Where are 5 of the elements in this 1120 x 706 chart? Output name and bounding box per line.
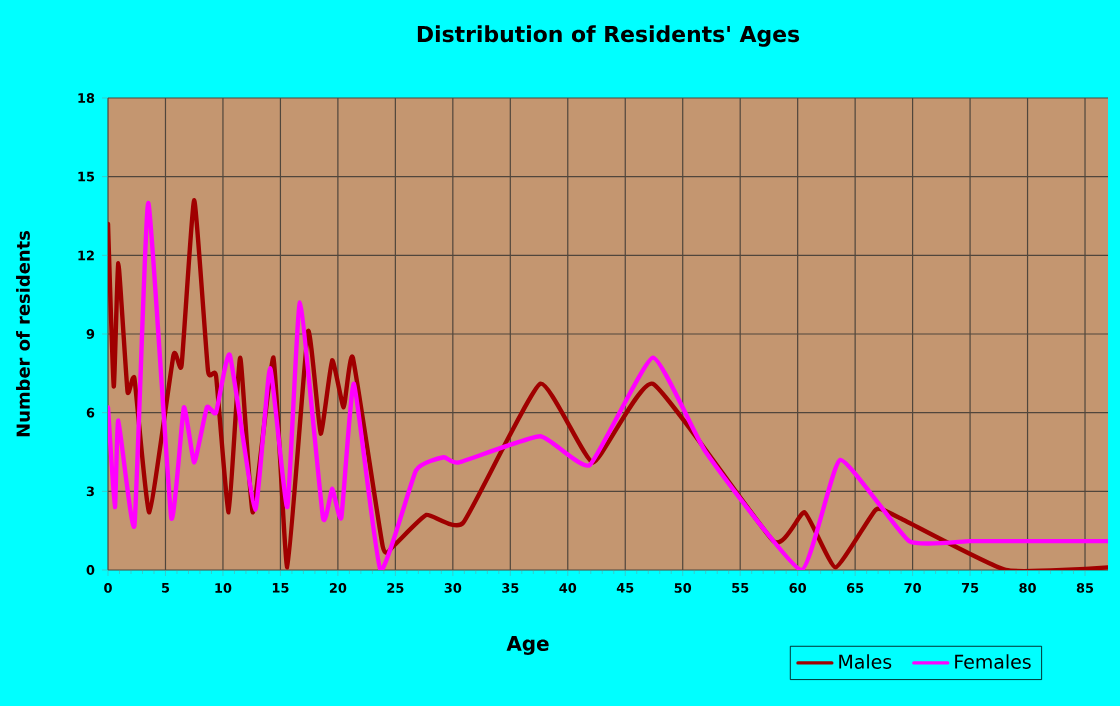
chart-title: Distribution of Residents' Ages bbox=[417, 25, 800, 47]
y-axis-title: Number of residents bbox=[16, 231, 30, 437]
x-axis-title: Age bbox=[506, 636, 549, 655]
legend-label: Males bbox=[839, 654, 892, 669]
legend-label: Females bbox=[955, 654, 1031, 669]
